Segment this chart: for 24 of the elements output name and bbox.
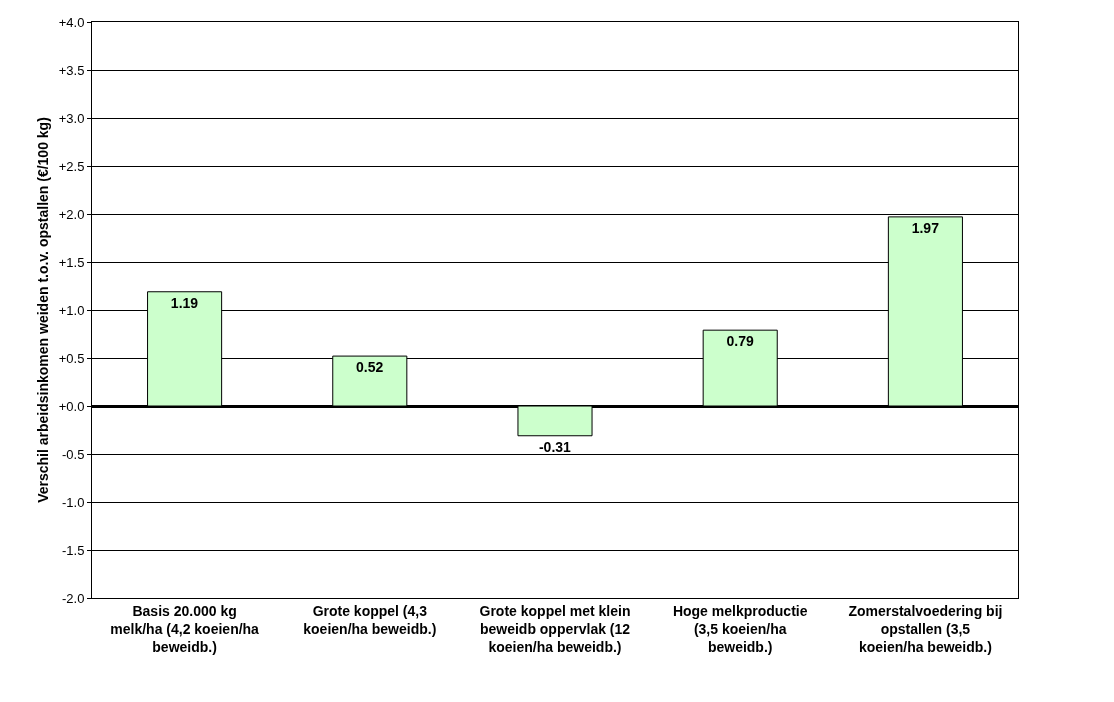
y-axis-title: Verschil arbeidsinkomen weiden t.o.v. opstallen (€/100 kg): [35, 117, 52, 503]
y-tick-label: +2.0: [58, 206, 85, 222]
data-label: -0.31: [538, 438, 572, 455]
data-label: 1.97: [911, 219, 940, 236]
x-tick-label: Grote koppel met klein beweidb oppervlak (12 koeien/ha beweidb.): [479, 602, 631, 656]
y-tick-label: +3.0: [58, 110, 85, 126]
data-label: 0.79: [726, 333, 754, 350]
y-tick-label: -0.5: [61, 446, 85, 462]
data-label: 1.19: [170, 294, 199, 311]
y-tick-label: -1.0: [61, 494, 85, 510]
y-tick-label: -1.5: [61, 542, 85, 558]
y-tick-label: -2.0: [61, 590, 85, 606]
data-label: 0.52: [356, 359, 384, 376]
y-tick-label: +0.5: [58, 350, 85, 366]
y-tick-label: +0.0: [58, 398, 85, 414]
y-tick-label: +1.5: [58, 254, 85, 270]
x-tick-label: Basis 20.000 kg melk/ha (4,2 koeien/ha beweidb.): [110, 602, 260, 656]
y-tick-label: +3.5: [58, 62, 85, 78]
x-tick-label: Grote koppel (4,3 koeien/ha beweidb.): [303, 602, 437, 637]
x-tick-label: Hoge melkproductie (3,5 koeien/ha beweidb.): [672, 602, 808, 656]
y-tick-label: +4.0: [58, 14, 85, 30]
y-tick-label: +1.0: [58, 302, 85, 318]
y-tick-label: +2.5: [58, 158, 85, 174]
x-tick-label: Zomerstalvoedering bij opstallen (3,5 koeien/ha beweidb.): [848, 602, 1003, 656]
